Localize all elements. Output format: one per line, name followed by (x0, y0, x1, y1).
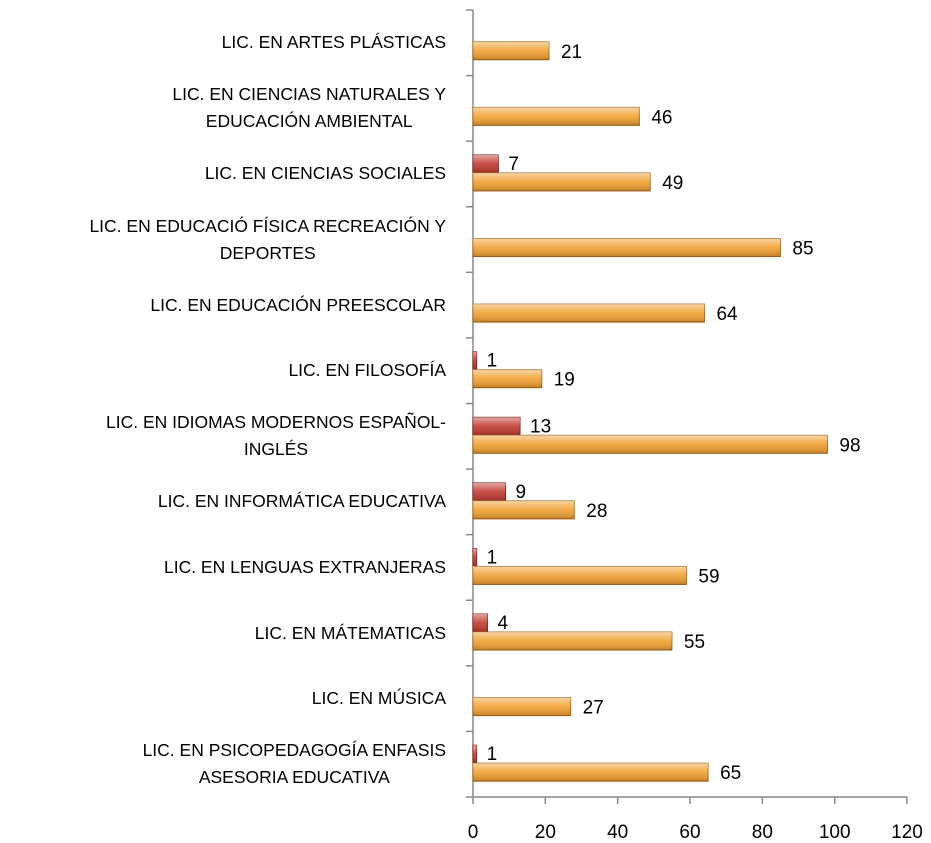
data-label: 59 (698, 566, 719, 587)
bar-shine (473, 154, 499, 173)
x-tick-label: 80 (752, 822, 773, 843)
bar-shine (473, 632, 672, 651)
x-tick-label: 60 (679, 822, 700, 843)
bar-shine (473, 566, 687, 585)
y-tick-label: LIC. EN FILOSOFÍA (288, 360, 446, 381)
data-label: 85 (792, 239, 813, 260)
y-tick-label: LIC. EN INFORMÁTICA EDUCATIVA (157, 491, 446, 512)
bar-shine (473, 417, 521, 436)
data-label: 1 (487, 351, 498, 372)
category-label: LIC. EN FILOSOFÍA (288, 339, 446, 403)
data-label: 1 (487, 547, 498, 568)
x-tick-label: 100 (819, 822, 851, 843)
y-tick-label: LIC. EN CIENCIAS NATURALES Y EDUCACIÓN A… (172, 84, 446, 132)
category-label: LIC. EN PSICOPEDAGOGÍA ENFASIS ASESORIA … (143, 732, 446, 796)
x-tick-label: 40 (607, 822, 628, 843)
data-label: 65 (720, 763, 741, 784)
y-tick-label: LIC. EN ARTES PLÁSTICAS (221, 32, 446, 53)
category-label: LIC. EN MÁTEMATICAS (255, 601, 446, 665)
x-tick-label: 20 (535, 822, 556, 843)
y-tick-label: LIC. EN IDIOMAS MODERNOS ESPAÑOL- INGLÉS (105, 412, 446, 460)
bar-shine (473, 763, 709, 782)
y-tick-label: LIC. EN LENGUAS EXTRANJERAS (163, 556, 446, 577)
bar-shine (473, 107, 640, 126)
bar-shine (473, 435, 828, 454)
category-label: LIC. EN MÚSICA (312, 667, 446, 731)
bar-shine (473, 614, 488, 633)
data-label: 19 (554, 370, 575, 391)
category-label: LIC. EN CIENCIAS SOCIALES (205, 142, 446, 206)
x-tick-label: 0 (468, 822, 479, 843)
bar-shine (473, 172, 651, 191)
data-label: 4 (497, 613, 508, 634)
y-tick-label: LIC. EN MÁTEMATICAS (254, 622, 446, 643)
bar-shine (473, 500, 575, 519)
data-label: 13 (530, 416, 551, 437)
category-label: LIC. EN CIENCIAS NATURALES Y EDUCACIÓN A… (172, 76, 446, 140)
data-label: 46 (651, 107, 672, 128)
data-label: 21 (561, 42, 582, 63)
category-label: LIC. EN EDUCACIÓ FÍSICA RECREACIÓN Y DEP… (89, 208, 446, 272)
bar-shine (473, 238, 781, 257)
y-tick-label: LIC. EN PSICOPEDAGOGÍA ENFASIS ASESORIA … (142, 740, 446, 788)
category-label: LIC. EN EDUCACIÓN PREESCOLAR (150, 273, 446, 337)
bar-shine (473, 482, 506, 501)
category-label: LIC. EN INFORMÁTICA EDUCATIVA (158, 470, 446, 534)
y-tick-label: LIC. EN CIENCIAS SOCIALES (204, 163, 446, 184)
data-label: 55 (684, 632, 705, 653)
bar-shine (473, 304, 705, 323)
data-label: 7 (508, 154, 519, 175)
y-tick-label: LIC. EN MÚSICA (311, 688, 446, 709)
y-tick-label: LIC. EN EDUCACIÓ FÍSICA RECREACIÓN Y DEP… (89, 215, 446, 263)
x-tick-label: 120 (891, 822, 923, 843)
data-label: 64 (716, 304, 738, 325)
bar-shine (473, 369, 542, 388)
data-label: 49 (662, 173, 683, 194)
category-label: LIC. EN IDIOMAS MODERNOS ESPAÑOL- INGLÉS (106, 404, 446, 468)
bar-shine (473, 41, 549, 60)
bar-shine (473, 745, 477, 764)
y-tick-label: LIC. EN EDUCACIÓN PREESCOLAR (150, 294, 446, 315)
bar-shine (473, 548, 477, 567)
bar-shine (473, 351, 477, 370)
bar-shine (473, 697, 571, 716)
data-label: 27 (583, 698, 604, 719)
category-label: LIC. EN LENGUAS EXTRANJERAS (164, 535, 446, 599)
category-label: LIC. EN ARTES PLÁSTICAS (222, 11, 446, 75)
data-label: 9 (516, 482, 527, 503)
data-label: 1 (487, 744, 498, 765)
data-label: 28 (586, 501, 607, 522)
data-label: 98 (839, 435, 860, 456)
